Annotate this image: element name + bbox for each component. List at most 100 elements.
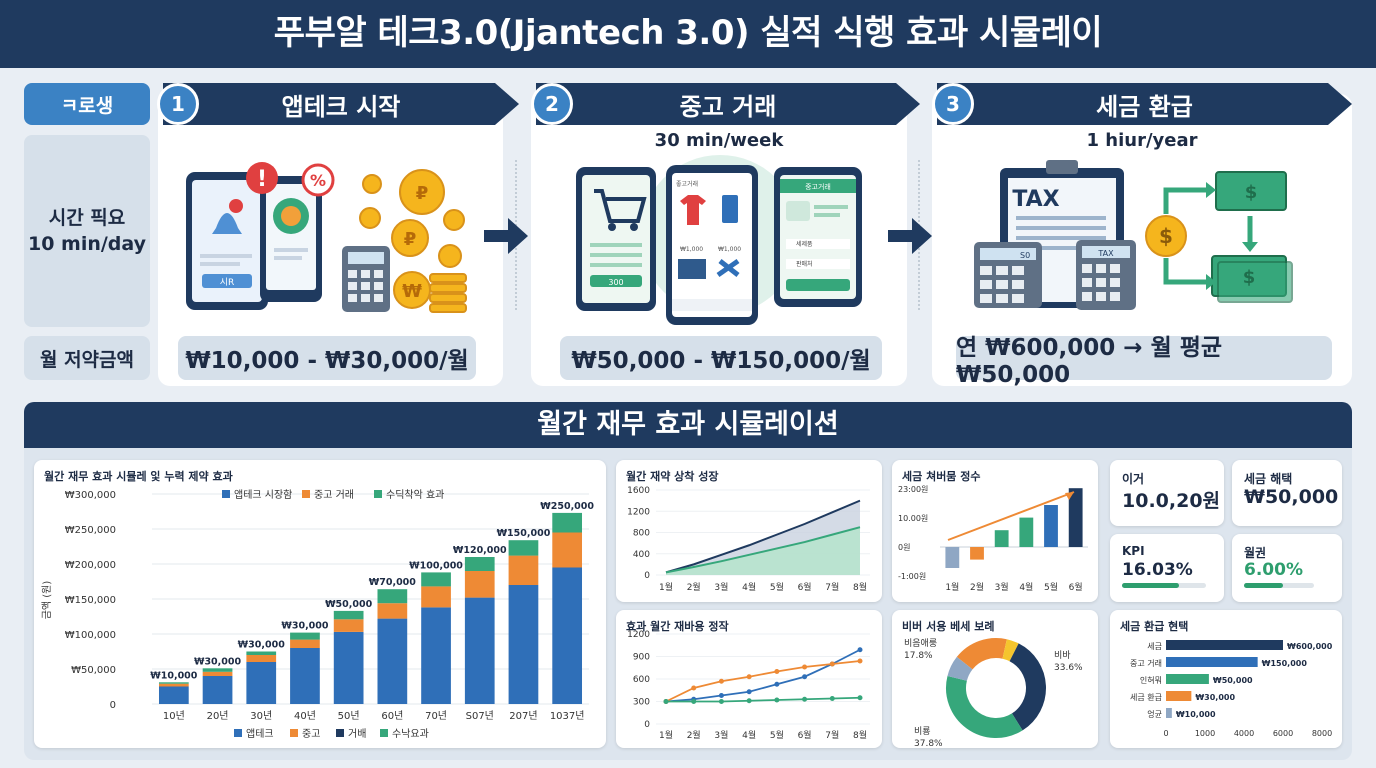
x-tick-label: 1037년 — [550, 710, 585, 722]
bar-segment — [508, 555, 539, 585]
row-label-saving: 월 저약금액 — [24, 336, 150, 380]
kpi-4-progress-fill — [1244, 583, 1283, 588]
bar-segment — [421, 572, 451, 587]
slice-label: 비음애룽 — [904, 638, 937, 649]
kpi-3-progress — [1122, 583, 1206, 588]
bar — [1019, 517, 1034, 547]
refund-chart-title: 세금 환급 현택 — [1120, 620, 1189, 633]
data-point — [802, 674, 808, 680]
bar-segment — [508, 585, 539, 704]
svg-text:₩: ₩ — [402, 281, 422, 302]
x-tick-label: 6월 — [798, 581, 812, 593]
data-point — [746, 698, 752, 704]
horizontal-bar-chart: 세금 ₩600,000 중고 거래 ₩150,000 인혀뭐 ₩50,000 세금 환급 ₩3… — [1130, 640, 1333, 738]
data-point — [746, 674, 752, 680]
bar-segment — [552, 567, 583, 704]
x-tick-label: 2월 — [687, 729, 701, 741]
category-label: 엉균 — [1147, 709, 1162, 719]
bar — [1044, 505, 1058, 547]
page-title: 푸부알 테크3.0(Jjantech 3.0) 실적 식행 효과 시뮬레이 — [0, 0, 1376, 68]
stacked-bar-chart: 0 ₩50,000 ₩100,000 ₩150,000 ₩200,000 ₩250,000… — [41, 489, 594, 740]
bar-data-label: ₩10,000 — [150, 670, 198, 681]
data-point — [718, 699, 724, 704]
bar-data-label: ₩120,000 — [453, 545, 507, 556]
legend-label: 거배 — [348, 728, 366, 740]
data-point — [829, 696, 835, 701]
y-tick-label: 0 — [644, 720, 650, 730]
y-tick-label: 1200 — [627, 630, 650, 640]
slice-value-label: 37.8% — [914, 739, 943, 748]
bar-data-label: ₩70,000 — [369, 577, 417, 588]
cash-icon — [1211, 171, 1293, 303]
tax-sign-2: TAX — [1097, 249, 1114, 258]
y-axis-label: 금액 (원) — [41, 581, 53, 620]
phone-button-label: 시R — [220, 277, 235, 288]
kpi-3-progress-fill — [1122, 583, 1180, 588]
y-tick-label: -1:00원 — [898, 572, 926, 581]
data-point — [857, 658, 863, 664]
bar — [1166, 708, 1172, 718]
price-1: ₩1,000 — [680, 246, 703, 253]
y-tick-label: 10.00원 — [898, 514, 928, 523]
trend-arrow-icon — [947, 491, 1075, 541]
step-3-title: 세금 환급 — [1096, 92, 1193, 121]
bar — [994, 530, 1009, 547]
data-point — [774, 697, 780, 703]
donut-slice — [1009, 643, 1046, 731]
y-tick-label: ₩150,000 — [65, 595, 116, 606]
smartphone-icon: 시R — [186, 172, 268, 310]
bar-segment — [377, 589, 408, 604]
bar — [1166, 674, 1209, 684]
x-tick-label: 1월 — [945, 581, 959, 593]
alert-icon: ! — [246, 162, 278, 194]
tax-refund-illustration: TAX S0 TAX $ $ $ — [974, 160, 1293, 310]
bar-segment — [333, 610, 364, 620]
x-tick-label: 1000 — [1195, 729, 1215, 738]
svg-text:$: $ — [1245, 182, 1258, 203]
bar-segment — [158, 683, 189, 687]
bar-data-label: ₩50,000 — [325, 599, 373, 610]
bar-data-label: ₩30,000 — [281, 621, 329, 632]
y-tick-label: 400 — [633, 550, 650, 560]
svg-text:₽: ₽ — [404, 229, 417, 250]
legend-label: 중고 — [302, 728, 320, 740]
legend-label: 중고 거래 — [314, 489, 354, 501]
kpi-2-title: 세금 해택 — [1244, 472, 1293, 486]
dollar-coin-icon: $ — [1145, 215, 1187, 257]
x-tick-label: 8000 — [1312, 729, 1332, 738]
kpi-1-title: 이거 — [1122, 472, 1145, 486]
legend-swatch — [290, 729, 298, 737]
x-tick-label: S07년 — [466, 710, 494, 722]
data-point — [774, 669, 780, 674]
x-tick-label: 30년 — [250, 710, 272, 722]
bar-segment — [290, 632, 320, 640]
legend-swatch — [302, 490, 310, 498]
menu-item-1: 세제품 — [796, 240, 813, 248]
main-chart-title: 월간 재무 효과 시뮬레 잋 누력 제약 효과 — [44, 470, 233, 483]
effect-chart-title: 효과 월간 재바용 정작 — [626, 620, 729, 633]
x-tick-label: 3월 — [714, 581, 728, 593]
x-tick-label: 3월 — [995, 581, 1009, 593]
calculator-icon-left: S0 — [974, 242, 1042, 308]
x-tick-label: 7월 — [825, 581, 839, 593]
data-point — [691, 699, 697, 704]
calculator-icon — [342, 246, 390, 312]
y-tick-label: ₩100,000 — [65, 630, 116, 641]
percent-icon: % — [301, 163, 335, 197]
x-tick-label: 10년 — [163, 710, 185, 722]
kpi-2-value: ₩50,000 — [1244, 486, 1339, 508]
x-tick-label: 20년 — [207, 710, 229, 722]
calculator-icon-right: TAX — [1076, 240, 1136, 310]
x-tick-label: 4월 — [742, 581, 756, 593]
x-tick-label: 5월 — [770, 729, 784, 741]
legend-label: 수낙요과 — [392, 728, 429, 740]
x-tick-label: 6000 — [1273, 729, 1293, 738]
bar — [1166, 640, 1283, 650]
tax-sign: TAX — [1012, 187, 1059, 212]
bar-value-label: ₩50,000 — [1213, 676, 1253, 685]
refund-arrow-icon — [1163, 187, 1253, 285]
bar-segment — [464, 597, 495, 704]
slice-label: 비룡 — [914, 726, 931, 737]
bar-segment — [508, 540, 539, 556]
kpi-card-2: 세금 해택 ₩50,000 — [1232, 460, 1342, 526]
